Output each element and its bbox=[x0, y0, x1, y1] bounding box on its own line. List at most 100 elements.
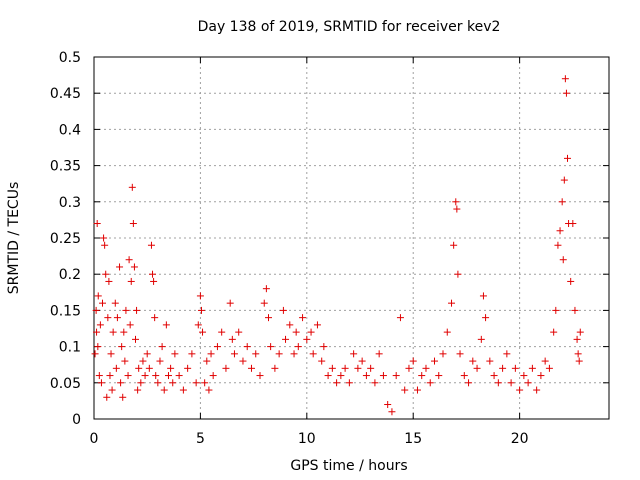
data-point bbox=[169, 379, 177, 387]
data-point bbox=[154, 379, 162, 387]
y-tick-label: 0.25 bbox=[50, 231, 81, 247]
data-point bbox=[290, 350, 298, 358]
data-point bbox=[545, 364, 553, 372]
data-point bbox=[562, 89, 570, 97]
data-point bbox=[520, 372, 528, 380]
data-point bbox=[574, 350, 582, 358]
data-point bbox=[109, 328, 117, 336]
x-axis-label: GPS time / hours bbox=[290, 458, 407, 474]
data-point bbox=[167, 364, 175, 372]
data-point bbox=[559, 256, 567, 264]
data-point bbox=[260, 299, 268, 307]
data-point bbox=[196, 292, 204, 300]
data-point bbox=[299, 314, 307, 322]
data-point bbox=[292, 328, 300, 336]
data-point bbox=[137, 379, 145, 387]
data-point bbox=[452, 198, 460, 206]
data-point bbox=[100, 234, 108, 242]
data-point bbox=[561, 75, 569, 83]
data-point bbox=[112, 364, 120, 372]
y-tick-label: 0.45 bbox=[50, 86, 81, 102]
data-point bbox=[102, 270, 110, 278]
data-point bbox=[371, 379, 379, 387]
data-point bbox=[201, 379, 209, 387]
data-point bbox=[560, 176, 568, 184]
data-point bbox=[430, 357, 438, 365]
y-tick-label: 0.15 bbox=[50, 303, 81, 319]
data-point bbox=[131, 335, 139, 343]
data-point bbox=[230, 350, 238, 358]
data-point bbox=[465, 379, 473, 387]
data-point bbox=[575, 357, 583, 365]
data-point bbox=[265, 314, 273, 322]
data-point bbox=[528, 364, 536, 372]
data-point bbox=[388, 408, 396, 416]
data-point bbox=[164, 372, 172, 380]
data-point bbox=[119, 393, 127, 401]
data-point bbox=[439, 350, 447, 358]
data-point bbox=[324, 372, 332, 380]
data-point bbox=[307, 328, 315, 336]
data-point bbox=[139, 357, 147, 365]
data-point bbox=[533, 386, 541, 394]
data-point bbox=[209, 372, 217, 380]
data-points bbox=[91, 75, 584, 416]
data-point bbox=[401, 386, 409, 394]
data-point bbox=[490, 372, 498, 380]
data-point bbox=[537, 372, 545, 380]
data-point bbox=[95, 372, 103, 380]
data-point bbox=[92, 306, 100, 314]
data-point bbox=[179, 386, 187, 394]
data-point bbox=[453, 205, 461, 213]
data-point bbox=[303, 335, 311, 343]
x-tick-label: 20 bbox=[511, 431, 529, 447]
data-point bbox=[422, 364, 430, 372]
data-point bbox=[271, 364, 279, 372]
data-point bbox=[320, 343, 328, 351]
data-point bbox=[507, 379, 515, 387]
data-point bbox=[203, 357, 211, 365]
data-point bbox=[235, 328, 243, 336]
data-point bbox=[93, 220, 101, 228]
data-point bbox=[448, 299, 456, 307]
data-point bbox=[554, 241, 562, 249]
data-point bbox=[516, 386, 524, 394]
data-point bbox=[456, 350, 464, 358]
y-tick-label: 0.2 bbox=[59, 267, 81, 283]
plot-frame bbox=[93, 56, 610, 420]
data-point bbox=[106, 372, 114, 380]
data-point bbox=[108, 386, 116, 394]
data-point bbox=[313, 321, 321, 329]
data-point bbox=[267, 343, 275, 351]
data-point bbox=[107, 350, 115, 358]
data-point bbox=[156, 357, 164, 365]
data-point bbox=[218, 328, 226, 336]
data-point bbox=[162, 321, 170, 329]
data-point bbox=[275, 350, 283, 358]
data-point bbox=[328, 364, 336, 372]
data-point bbox=[350, 350, 358, 358]
data-point bbox=[94, 292, 102, 300]
data-point bbox=[494, 379, 502, 387]
data-point bbox=[503, 350, 511, 358]
data-point bbox=[116, 263, 124, 271]
y-tick-label: 0.4 bbox=[59, 122, 81, 138]
data-point bbox=[262, 285, 270, 293]
data-point bbox=[469, 357, 477, 365]
data-point bbox=[413, 386, 421, 394]
data-point bbox=[341, 364, 349, 372]
data-point bbox=[226, 299, 234, 307]
data-point bbox=[129, 220, 137, 228]
data-point bbox=[426, 379, 434, 387]
data-point bbox=[337, 372, 345, 380]
data-point bbox=[333, 379, 341, 387]
data-point bbox=[175, 372, 183, 380]
data-point bbox=[569, 220, 577, 228]
data-point bbox=[143, 350, 151, 358]
data-point bbox=[103, 393, 111, 401]
data-point bbox=[222, 364, 230, 372]
data-point bbox=[384, 401, 392, 409]
data-point bbox=[213, 343, 221, 351]
data-point bbox=[454, 270, 462, 278]
